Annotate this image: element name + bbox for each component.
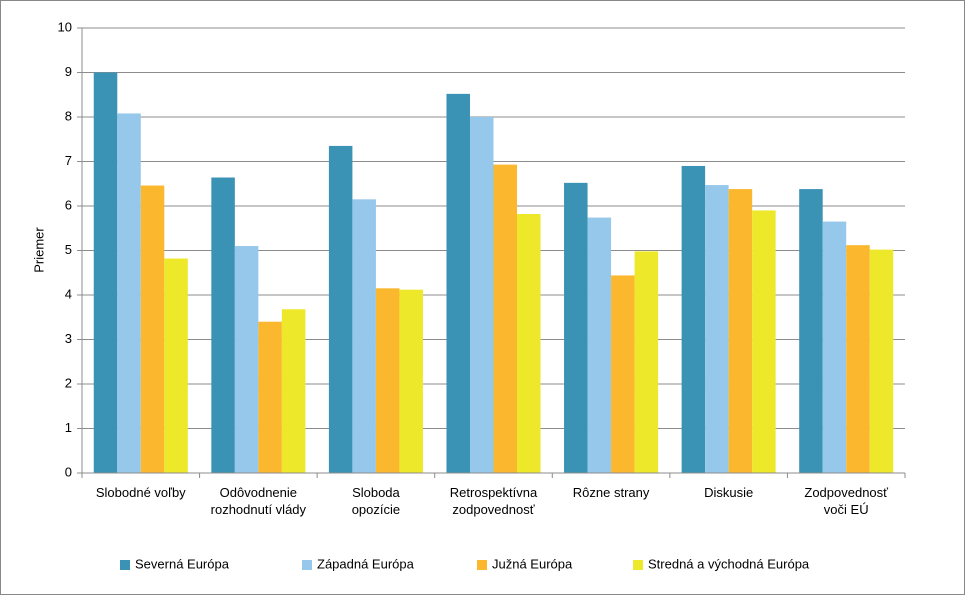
legend-label: Západná Európa: [317, 556, 415, 571]
bar: [799, 189, 823, 473]
bar: [752, 210, 776, 473]
y-tick-label: 7: [65, 153, 72, 168]
bar: [587, 217, 612, 473]
bar: [234, 246, 259, 473]
bar: [564, 182, 588, 474]
x-tick-label: Zodpovednosť voči EÚ: [804, 485, 889, 517]
y-tick-label: 4: [65, 286, 72, 301]
legend-swatch: [477, 560, 487, 570]
y-tick-label: 0: [65, 464, 72, 479]
bar: [822, 221, 847, 473]
legend-swatch: [120, 560, 130, 570]
bar: [352, 199, 376, 473]
bar: [846, 245, 870, 473]
bar: [164, 258, 188, 473]
bar: [446, 93, 470, 474]
bar: [399, 289, 423, 473]
bar: [140, 185, 165, 473]
y-axis-title: Priemer: [31, 227, 46, 273]
bar: [611, 275, 635, 473]
x-tick-label: Retrospektívna zodpovednosť: [449, 485, 538, 517]
x-tick-label: Diskusie: [704, 485, 754, 500]
bar: [869, 249, 894, 473]
y-tick-label: 2: [65, 375, 72, 390]
x-tick-label: Rôzne strany: [572, 485, 650, 500]
y-tick-label: 1: [65, 420, 72, 435]
y-tick-label: 5: [65, 242, 72, 257]
bar: [728, 189, 753, 473]
bar: [281, 309, 306, 473]
x-tick-label: Sloboda opozície: [351, 485, 401, 517]
legend-swatch: [302, 560, 312, 570]
bar: [634, 251, 659, 473]
bar: [93, 72, 118, 473]
y-tick-label: 8: [65, 108, 72, 123]
bar: [705, 185, 729, 473]
legend-label: Stredná a východná Európa: [648, 556, 810, 571]
y-tick-label: 9: [65, 64, 72, 79]
x-tick-label: Odôvodnenie rozhodnutí vlády: [210, 485, 307, 517]
legend-label: Južná Európa: [492, 556, 573, 571]
bar: [375, 288, 400, 473]
x-tick-label: Slobodné voľby: [95, 485, 186, 500]
bar: [517, 214, 541, 473]
bar: [493, 164, 518, 474]
y-tick-label: 10: [58, 19, 72, 34]
bar: [328, 145, 353, 474]
y-tick-label: 3: [65, 331, 72, 346]
bar: [469, 117, 494, 473]
bar: [211, 177, 235, 473]
y-tick-label: 6: [65, 197, 72, 212]
legend-swatch: [633, 560, 643, 570]
legend-label: Severná Európa: [135, 556, 230, 571]
bar: [258, 321, 282, 473]
bar: [681, 165, 706, 473]
bar: [117, 113, 141, 473]
